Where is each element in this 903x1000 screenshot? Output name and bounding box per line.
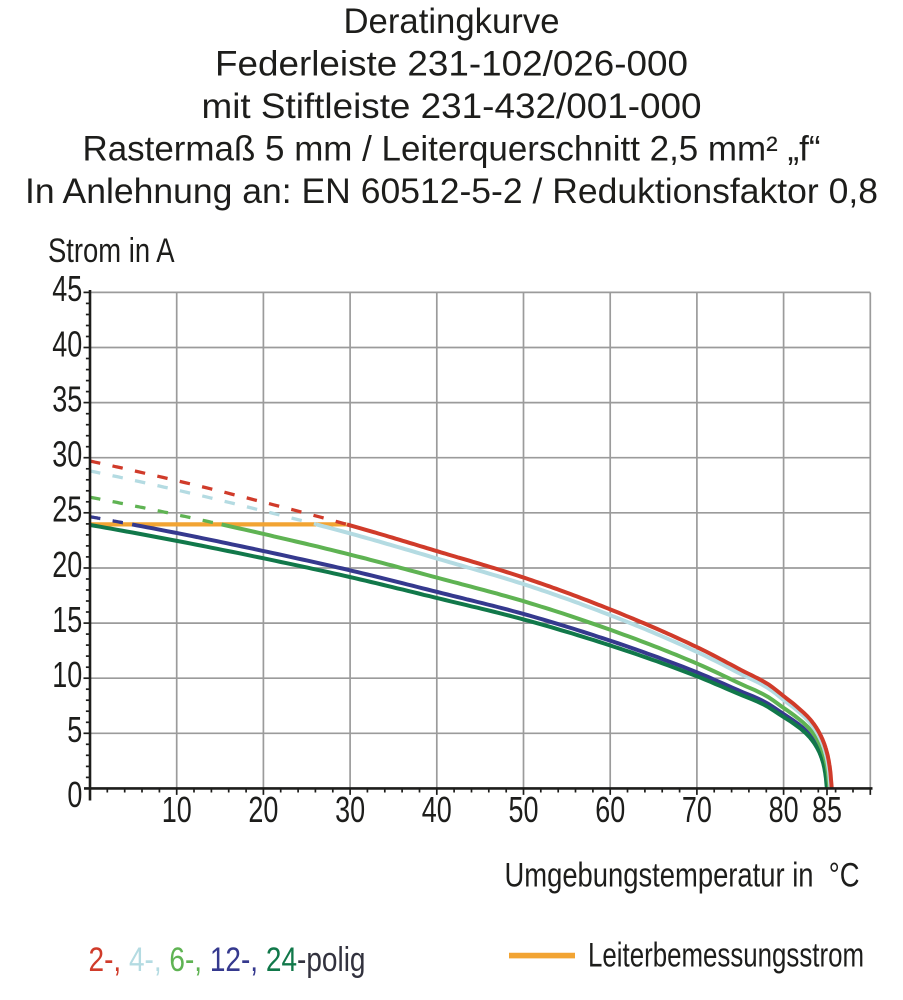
svg-text:mit Stiftleiste 231-432/001-00: mit Stiftleiste 231-432/001-000	[202, 87, 702, 126]
svg-text:30: 30	[335, 789, 365, 830]
svg-text:5: 5	[67, 709, 82, 750]
svg-text:80: 80	[769, 789, 799, 830]
svg-text:Rastermaß 5 mm / Leiterquersch: Rastermaß 5 mm / Leiterquerschnitt 2,5 m…	[83, 130, 821, 169]
svg-text:Umgebungstemperatur in °C: Umgebungstemperatur in °C	[505, 857, 860, 895]
svg-text:Deratingkurve: Deratingkurve	[344, 2, 560, 41]
svg-text:40: 40	[422, 789, 452, 830]
svg-text:45: 45	[52, 268, 82, 309]
svg-text:85: 85	[812, 789, 842, 830]
svg-text:70: 70	[682, 789, 712, 830]
svg-text:20: 20	[248, 789, 278, 830]
svg-text:10: 10	[52, 654, 82, 695]
svg-text:In Anlehnung an: EN 60512-5-2: In Anlehnung an: EN 60512-5-2 / Reduktio…	[25, 172, 878, 211]
svg-text:30: 30	[52, 434, 82, 475]
svg-text:Federleiste 231-102/026-000: Federleiste 231-102/026-000	[215, 45, 688, 84]
svg-text:0: 0	[67, 774, 82, 815]
svg-text:50: 50	[509, 789, 539, 830]
svg-text:25: 25	[52, 489, 82, 530]
svg-text:Leiterbemessungsstrom: Leiterbemessungsstrom	[588, 937, 864, 975]
svg-text:20: 20	[52, 544, 82, 585]
svg-text:10: 10	[162, 789, 192, 830]
svg-text:40: 40	[52, 323, 82, 364]
svg-text:35: 35	[52, 378, 82, 419]
svg-text:2-, 4-, 6-, 12-, 24-polig: 2-, 4-, 6-, 12-, 24-polig	[89, 941, 366, 979]
svg-text:Strom in A: Strom in A	[48, 232, 175, 270]
svg-text:60: 60	[595, 789, 625, 830]
svg-text:15: 15	[52, 599, 82, 640]
